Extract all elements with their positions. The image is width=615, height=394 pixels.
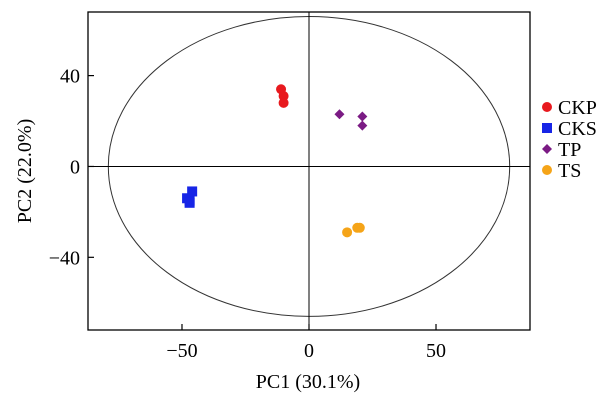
point-cks bbox=[187, 186, 198, 197]
point-ckp bbox=[278, 97, 289, 108]
x-axis-label: PC1 (30.1%) bbox=[256, 371, 360, 393]
legend-marker-tp bbox=[542, 144, 552, 154]
data-points bbox=[182, 84, 368, 238]
point-tp bbox=[357, 111, 368, 122]
x-tick-label: 50 bbox=[426, 340, 446, 362]
x-tick-label: 0 bbox=[304, 340, 314, 362]
legend-marker-cks bbox=[542, 123, 552, 133]
point-cks bbox=[184, 197, 195, 208]
y-tick-label: −40 bbox=[49, 247, 80, 269]
legend-marker-ts bbox=[542, 165, 552, 175]
plot-area bbox=[88, 12, 530, 330]
y-tick-label: 40 bbox=[60, 66, 80, 88]
legend-label-ckp: CKP bbox=[558, 97, 597, 119]
point-ts bbox=[354, 222, 365, 233]
point-tp bbox=[334, 109, 345, 120]
y-axis-label: PC2 (22.0%) bbox=[14, 119, 36, 223]
legend-label-ts: TS bbox=[558, 160, 581, 182]
legend-label-tp: TP bbox=[558, 139, 581, 161]
axes: −50 0 50 40 0 −40 bbox=[49, 11, 531, 362]
point-ts bbox=[342, 227, 353, 238]
legend-label-cks: CKS bbox=[558, 118, 597, 140]
y-tick-label: 0 bbox=[70, 156, 80, 178]
legend-marker-ckp bbox=[542, 102, 552, 112]
x-tick-label: −50 bbox=[166, 340, 197, 362]
point-tp bbox=[357, 120, 368, 131]
